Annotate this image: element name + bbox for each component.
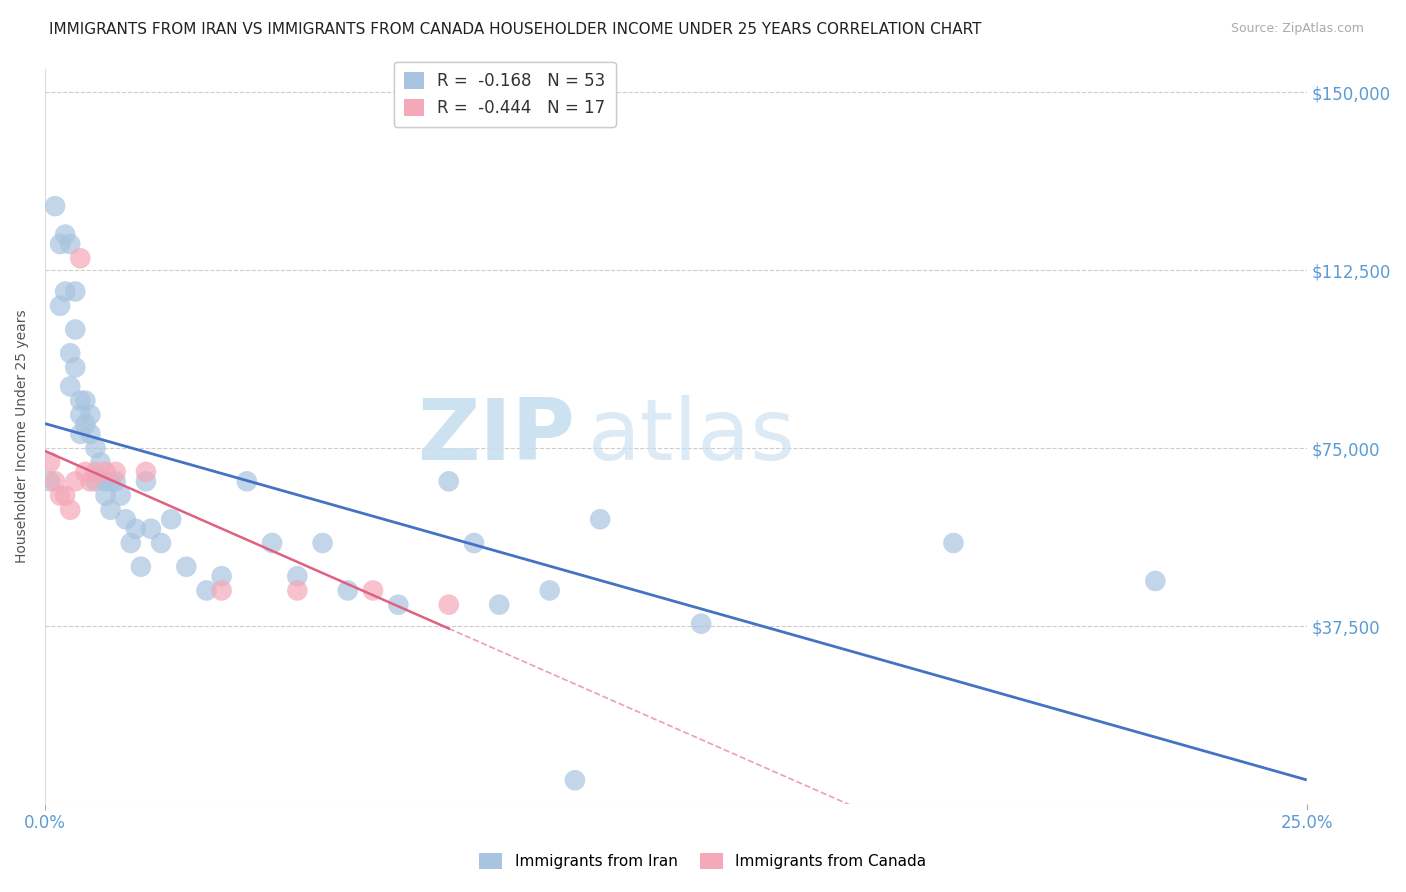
Point <box>79 426 101 441</box>
Point <box>75 393 97 408</box>
Point <box>135 465 157 479</box>
Point <box>387 598 409 612</box>
Point <box>39 475 62 489</box>
Point <box>75 465 97 479</box>
Point <box>311 536 333 550</box>
Point <box>65 475 87 489</box>
Point <box>79 475 101 489</box>
Point <box>1144 574 1167 588</box>
Point <box>59 503 82 517</box>
Point <box>114 512 136 526</box>
Point <box>89 455 111 469</box>
Point <box>211 583 233 598</box>
Text: ZIP: ZIP <box>418 395 575 478</box>
Point <box>79 408 101 422</box>
Point <box>125 522 148 536</box>
Point <box>120 536 142 550</box>
Point <box>100 503 122 517</box>
Point <box>463 536 485 550</box>
Point <box>564 773 586 788</box>
Point <box>336 583 359 598</box>
Point <box>174 559 197 574</box>
Point <box>690 616 713 631</box>
Point <box>236 475 259 489</box>
Point <box>69 426 91 441</box>
Point <box>53 489 76 503</box>
Point <box>195 583 218 598</box>
Legend: Immigrants from Iran, Immigrants from Canada: Immigrants from Iran, Immigrants from Ca… <box>474 847 932 875</box>
Point <box>59 379 82 393</box>
Point <box>94 489 117 503</box>
Point <box>69 408 91 422</box>
Point <box>94 475 117 489</box>
Point <box>361 583 384 598</box>
Point <box>53 227 76 242</box>
Point <box>285 583 308 598</box>
Point <box>65 360 87 375</box>
Point <box>110 489 132 503</box>
Point <box>94 465 117 479</box>
Point <box>39 455 62 469</box>
Y-axis label: Householder Income Under 25 years: Householder Income Under 25 years <box>15 310 30 563</box>
Point <box>69 393 91 408</box>
Point <box>49 489 72 503</box>
Point <box>150 536 173 550</box>
Point <box>104 475 127 489</box>
Point <box>211 569 233 583</box>
Point <box>589 512 612 526</box>
Point <box>285 569 308 583</box>
Point <box>49 237 72 252</box>
Point <box>65 285 87 299</box>
Point <box>84 465 107 479</box>
Point <box>135 475 157 489</box>
Point <box>44 199 66 213</box>
Point <box>75 417 97 432</box>
Point <box>942 536 965 550</box>
Point <box>104 465 127 479</box>
Text: IMMIGRANTS FROM IRAN VS IMMIGRANTS FROM CANADA HOUSEHOLDER INCOME UNDER 25 YEARS: IMMIGRANTS FROM IRAN VS IMMIGRANTS FROM … <box>49 22 981 37</box>
Point <box>437 475 460 489</box>
Point <box>160 512 183 526</box>
Point <box>44 475 66 489</box>
Point <box>84 475 107 489</box>
Point <box>59 346 82 360</box>
Point <box>488 598 510 612</box>
Point <box>84 441 107 455</box>
Point <box>53 285 76 299</box>
Point <box>100 475 122 489</box>
Text: atlas: atlas <box>588 395 796 478</box>
Point <box>129 559 152 574</box>
Point <box>437 598 460 612</box>
Point <box>65 322 87 336</box>
Point <box>59 237 82 252</box>
Point <box>49 299 72 313</box>
Text: Source: ZipAtlas.com: Source: ZipAtlas.com <box>1230 22 1364 36</box>
Point <box>139 522 162 536</box>
Point <box>69 252 91 266</box>
Legend: R =  -0.168   N = 53, R =  -0.444   N = 17: R = -0.168 N = 53, R = -0.444 N = 17 <box>394 62 616 127</box>
Point <box>262 536 284 550</box>
Point <box>538 583 561 598</box>
